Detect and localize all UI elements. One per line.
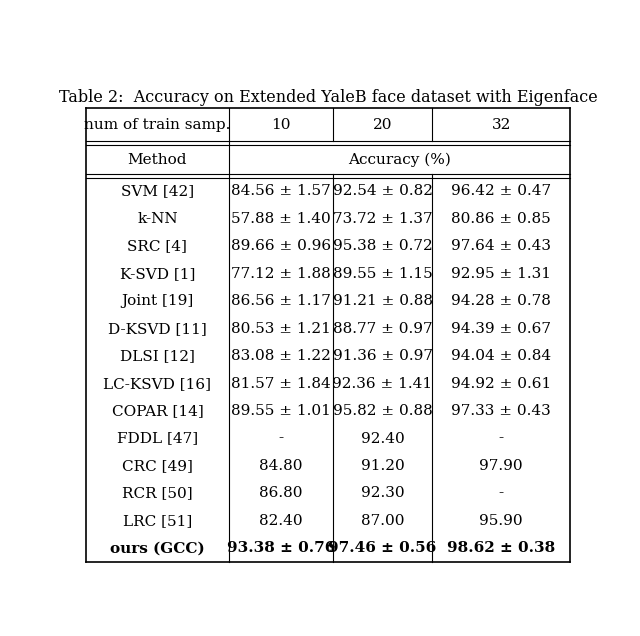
Text: 86.56 ± 1.17: 86.56 ± 1.17 (231, 294, 331, 308)
Text: 91.21 ± 0.88: 91.21 ± 0.88 (333, 294, 433, 308)
Text: 88.77 ± 0.97: 88.77 ± 0.97 (333, 322, 433, 336)
Text: -: - (278, 432, 284, 446)
Text: 97.46 ± 0.56: 97.46 ± 0.56 (328, 541, 436, 555)
Text: 94.04 ± 0.84: 94.04 ± 0.84 (451, 349, 551, 363)
Text: 97.64 ± 0.43: 97.64 ± 0.43 (451, 239, 551, 253)
Text: CRC [49]: CRC [49] (122, 459, 193, 473)
Text: Accuracy (%): Accuracy (%) (348, 153, 451, 167)
Text: LC-KSVD [16]: LC-KSVD [16] (104, 377, 211, 391)
Text: K-SVD [1]: K-SVD [1] (120, 266, 195, 281)
Text: 10: 10 (271, 118, 291, 132)
Text: RCR [50]: RCR [50] (122, 487, 193, 501)
Text: 87.00: 87.00 (361, 514, 404, 528)
Text: 91.36 ± 0.97: 91.36 ± 0.97 (333, 349, 433, 363)
Text: FDDL [47]: FDDL [47] (117, 432, 198, 446)
Text: SVM [42]: SVM [42] (121, 184, 194, 198)
Text: -: - (499, 432, 504, 446)
Text: 97.90: 97.90 (479, 459, 523, 473)
Text: SRC [4]: SRC [4] (127, 239, 188, 253)
Text: Joint [19]: Joint [19] (121, 294, 193, 308)
Text: Method: Method (127, 153, 187, 167)
Text: 95.38 ± 0.72: 95.38 ± 0.72 (333, 239, 433, 253)
Text: ours (GCC): ours (GCC) (110, 541, 205, 555)
Text: 92.54 ± 0.82: 92.54 ± 0.82 (333, 184, 433, 198)
Text: 73.72 ± 1.37: 73.72 ± 1.37 (333, 212, 433, 226)
Text: COPAR [14]: COPAR [14] (111, 404, 204, 418)
Text: 81.57 ± 1.84: 81.57 ± 1.84 (231, 377, 331, 391)
Text: 98.62 ± 0.38: 98.62 ± 0.38 (447, 541, 556, 555)
Text: 82.40: 82.40 (259, 514, 303, 528)
Text: 92.36 ± 1.41: 92.36 ± 1.41 (333, 377, 433, 391)
Text: 84.56 ± 1.57: 84.56 ± 1.57 (231, 184, 331, 198)
Text: 89.55 ± 1.15: 89.55 ± 1.15 (333, 266, 433, 281)
Text: Table 2:  Accuracy on Extended YaleB face dataset with Eigenface: Table 2: Accuracy on Extended YaleB face… (59, 88, 597, 106)
Text: 84.80: 84.80 (259, 459, 303, 473)
Text: 80.53 ± 1.21: 80.53 ± 1.21 (231, 322, 331, 336)
Text: 57.88 ± 1.40: 57.88 ± 1.40 (231, 212, 331, 226)
Text: 92.40: 92.40 (361, 432, 404, 446)
Text: 94.39 ± 0.67: 94.39 ± 0.67 (451, 322, 551, 336)
Text: 94.28 ± 0.78: 94.28 ± 0.78 (451, 294, 551, 308)
Text: k-NN: k-NN (137, 212, 178, 226)
Text: 91.20: 91.20 (361, 459, 404, 473)
Text: 95.82 ± 0.88: 95.82 ± 0.88 (333, 404, 433, 418)
Text: 93.38 ± 0.76: 93.38 ± 0.76 (227, 541, 335, 555)
Text: -: - (499, 487, 504, 501)
Text: 95.90: 95.90 (479, 514, 523, 528)
Text: 20: 20 (373, 118, 392, 132)
Text: 32: 32 (492, 118, 511, 132)
Text: 92.95 ± 1.31: 92.95 ± 1.31 (451, 266, 551, 281)
Text: 83.08 ± 1.22: 83.08 ± 1.22 (231, 349, 331, 363)
Text: 89.66 ± 0.96: 89.66 ± 0.96 (231, 239, 331, 253)
Text: 89.55 ± 1.01: 89.55 ± 1.01 (231, 404, 331, 418)
Text: D-KSVD [11]: D-KSVD [11] (108, 322, 207, 336)
Text: 97.33 ± 0.43: 97.33 ± 0.43 (451, 404, 551, 418)
Text: DLSI [12]: DLSI [12] (120, 349, 195, 363)
Text: 94.92 ± 0.61: 94.92 ± 0.61 (451, 377, 551, 391)
Text: LRC [51]: LRC [51] (123, 514, 192, 528)
Text: 96.42 ± 0.47: 96.42 ± 0.47 (451, 184, 551, 198)
Text: 77.12 ± 1.88: 77.12 ± 1.88 (231, 266, 331, 281)
Text: num of train samp.: num of train samp. (84, 118, 230, 132)
Text: 86.80: 86.80 (259, 487, 303, 501)
Text: 80.86 ± 0.85: 80.86 ± 0.85 (451, 212, 551, 226)
Text: 92.30: 92.30 (361, 487, 404, 501)
